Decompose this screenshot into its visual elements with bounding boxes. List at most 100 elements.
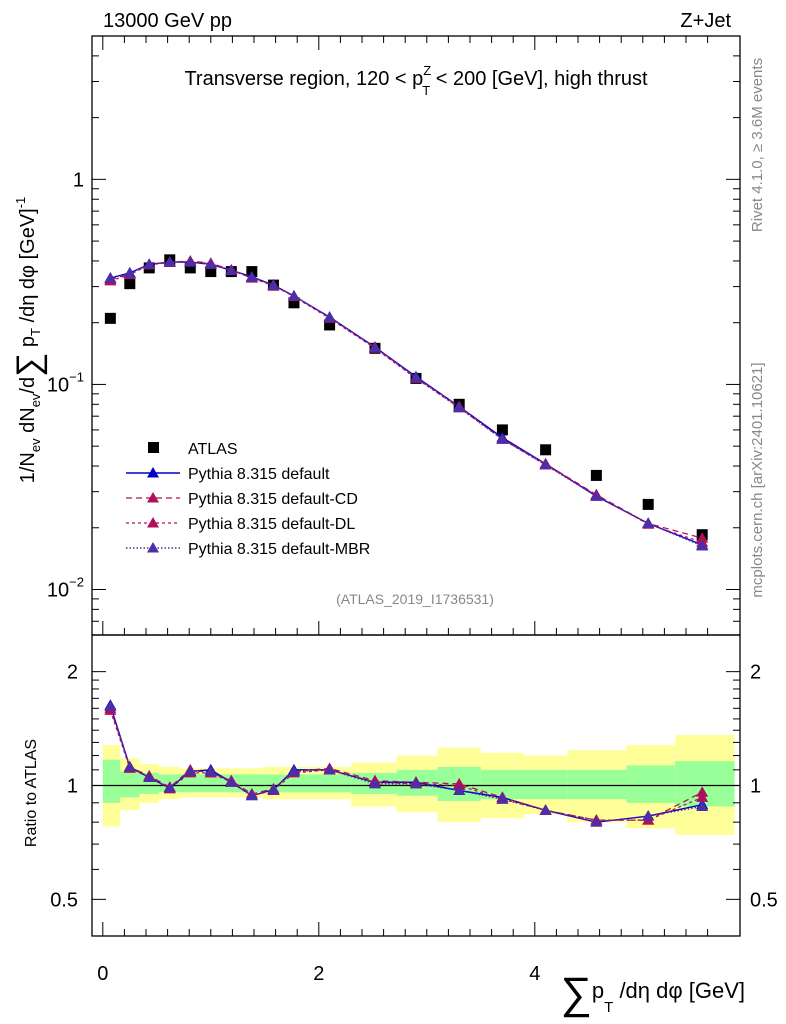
- ratio-series-point: [410, 777, 422, 789]
- band-inner-bin: [200, 774, 221, 793]
- x-tick-label: 2: [313, 963, 324, 985]
- ratio-series-point: [642, 810, 655, 821]
- main-series-point: [184, 256, 197, 267]
- main-series-point: [287, 289, 300, 301]
- ratio-series-point: [696, 800, 709, 811]
- main-series-point: [496, 433, 509, 444]
- atlas-point: [324, 319, 336, 331]
- watermark: (ATLAS_2019_I1736531): [336, 591, 494, 607]
- band-inner-bin: [139, 772, 159, 794]
- atlas-point: [104, 312, 116, 324]
- main-series-point: [453, 401, 466, 413]
- main-series-point: [539, 458, 552, 470]
- ratio-y-tick-label-right: 1: [750, 776, 761, 798]
- title-sup: Z: [423, 63, 431, 78]
- ratio-series-point: [163, 781, 176, 793]
- legend-label: Pythia 8.315 default: [188, 466, 330, 483]
- title-post: < 200 [GeV], high thrust: [430, 68, 648, 90]
- main-series-point: [123, 267, 136, 278]
- ratio-series-point: [123, 760, 136, 772]
- main-series-point: [225, 264, 238, 275]
- band-inner-bin: [120, 771, 140, 798]
- band-inner-bin: [179, 774, 200, 793]
- legend-marker: [147, 542, 159, 553]
- main-y-tick-label: 10−1: [47, 369, 84, 396]
- ratio-y-tick-label-right: 2: [750, 662, 761, 684]
- band-inner-bin: [102, 759, 121, 803]
- ratio-y-tick-label-left: 1: [67, 776, 78, 798]
- ratio-series-point: [323, 763, 336, 775]
- band-inner-bin: [567, 769, 627, 800]
- atlas-point: [124, 278, 136, 290]
- atlas-point: [288, 297, 300, 309]
- legend-label: Pythia 8.315 default-DL: [188, 516, 355, 533]
- ratio-series-point: [143, 771, 156, 782]
- legend-marker-atlas: [148, 442, 159, 453]
- band-inner-bin: [262, 774, 284, 793]
- main-series-point: [642, 517, 655, 528]
- ratio-series-point: [225, 776, 238, 787]
- atlas-point: [642, 498, 654, 510]
- legend: ATLAS Pythia 8.315 default Pythia 8.315 de…: [126, 441, 370, 558]
- x-tick-labels: 0 2 4: [97, 963, 540, 985]
- x-tick-label: 4: [529, 963, 540, 985]
- title-pre: Transverse region, 120 < p: [184, 68, 423, 90]
- ratio-y-tick-label-left: 0.5: [50, 889, 78, 911]
- ratio-ylabel: Ratio to ATLAS: [23, 739, 40, 847]
- ratio-series-point: [287, 765, 300, 776]
- main-series-point: [267, 279, 280, 290]
- ratio-series-point: [245, 789, 258, 801]
- ratio-y-tick-label-right: 0.5: [750, 889, 778, 911]
- title-sub: T: [422, 83, 430, 98]
- mcplots-label: mcplots.cern.ch [arXiv:2401.10621]: [749, 362, 766, 597]
- ratio-series-point: [590, 816, 603, 827]
- rivet-label: Rivet 4.1.0, ≥ 3.6M events: [749, 58, 766, 232]
- main-y-tick-label: 1: [73, 169, 84, 191]
- legend-label: Pythia 8.315 default-CD: [188, 491, 358, 508]
- main-y-tick-label: 10−2: [47, 575, 84, 602]
- band-inner-bin: [524, 769, 568, 800]
- main-series: [104, 254, 709, 551]
- main-series-point: [204, 258, 217, 269]
- atlas-point: [205, 266, 217, 278]
- ratio-y-tick-label-left: 2: [67, 662, 78, 684]
- header-right: Z+Jet: [680, 10, 731, 32]
- legend-label: ATLAS: [188, 441, 238, 458]
- ratio-series-point: [267, 783, 280, 795]
- band-inner-bin: [308, 774, 352, 793]
- band-inner-bin: [283, 774, 308, 793]
- legend-marker: [147, 467, 159, 478]
- main-series-point: [143, 258, 156, 269]
- band-inner-bin: [626, 765, 676, 803]
- x-axis-label: ∑pT /dη dφ [GeV]: [561, 969, 745, 1018]
- main-series-point: [104, 272, 117, 283]
- legend-label: Pythia 8.315 default-MBR: [188, 541, 370, 558]
- atlas-point: [540, 444, 552, 456]
- ratio-series-point: [496, 793, 509, 804]
- main-y-tick-labels: 1 10−1 10−2: [47, 169, 84, 601]
- main-series-point: [410, 371, 422, 383]
- x-tick-label: 0: [97, 963, 108, 985]
- main-series-point: [590, 490, 603, 501]
- main-series-point: [696, 539, 709, 551]
- ratio-series: [104, 699, 709, 827]
- legend-marker: [147, 492, 159, 503]
- chart-title: Transverse region, 120 < pZ T < 200 [GeV]…: [184, 63, 648, 98]
- legend-marker: [147, 517, 159, 528]
- main-series-point: [163, 256, 176, 267]
- axis-ticks: [92, 35, 740, 937]
- ratio-series-point: [539, 804, 552, 815]
- ratio-series-point: [696, 791, 709, 802]
- ratio-series-point: [204, 765, 217, 776]
- svg-text:1/Nev dNev/d∑ pT /dη dφ [GeV]: 1/Nev dNev/d∑ pT /dη dφ [GeV]-1: [10, 197, 48, 484]
- ratio-series-point: [104, 700, 117, 711]
- ratio-series-point: [184, 765, 197, 776]
- main-series-point: [245, 271, 258, 282]
- atlas-point: [590, 469, 602, 481]
- atlas-point: [184, 262, 196, 274]
- ratio-series-point: [368, 777, 381, 789]
- main-series-point: [323, 311, 336, 322]
- band-inner-bin: [241, 774, 263, 793]
- ratio-y-tick-labels: 0.5 0.5 1 1 2 2: [50, 662, 778, 912]
